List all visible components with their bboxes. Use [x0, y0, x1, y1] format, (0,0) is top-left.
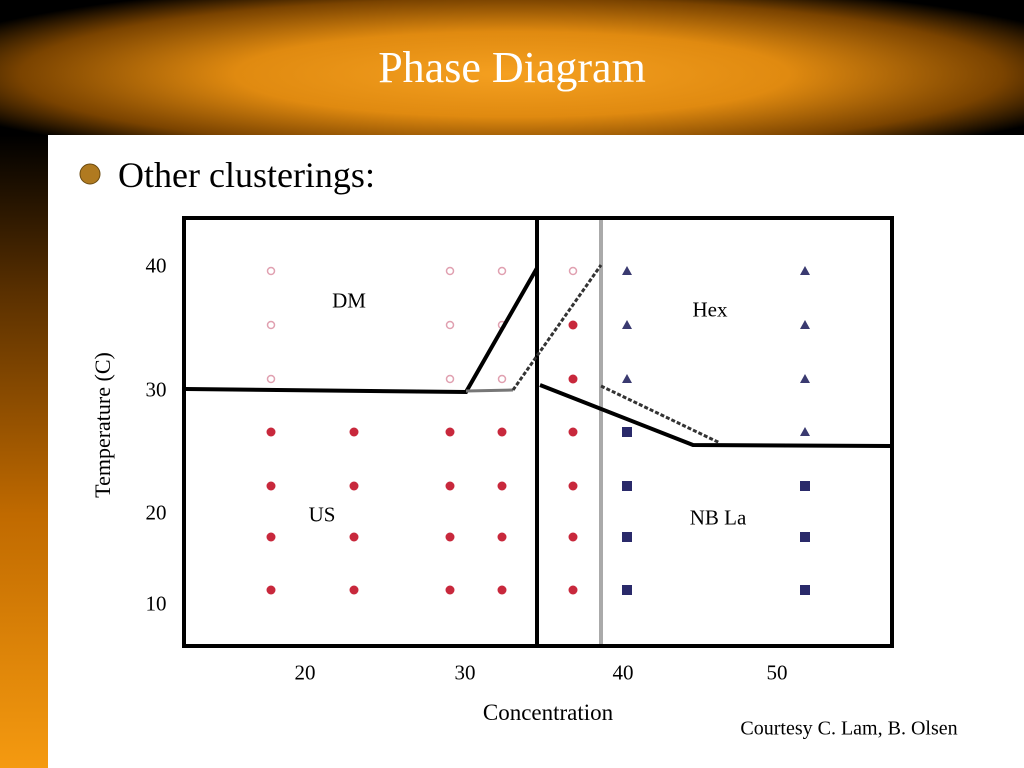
phase-lines [185, 218, 891, 646]
marker [497, 427, 507, 437]
slide-title: Phase Diagram [378, 43, 646, 92]
marker [445, 427, 455, 437]
region-label: US [308, 502, 336, 527]
credit: Courtesy C. Lam, B. Olsen [740, 717, 958, 740]
y-label: 20 [145, 500, 167, 525]
marker [497, 266, 507, 276]
marker [266, 532, 276, 542]
marker [622, 427, 632, 437]
marker [445, 374, 455, 384]
marker [622, 585, 632, 595]
bullet-icon [79, 163, 101, 185]
marker [266, 266, 276, 276]
region-label: DM [332, 288, 366, 313]
marker [445, 532, 455, 542]
region-label: Hex [692, 297, 728, 322]
marker [266, 427, 276, 437]
marker [800, 320, 810, 329]
marker [568, 481, 578, 491]
y-label: 10 [145, 591, 167, 616]
marker [622, 266, 632, 275]
x-label: 20 [294, 660, 316, 685]
marker [622, 320, 632, 329]
marker [497, 532, 507, 542]
y-label: 30 [145, 377, 167, 402]
marker [568, 532, 578, 542]
marker [800, 481, 810, 491]
x-label: 50 [766, 660, 788, 685]
marker [445, 481, 455, 491]
marker [266, 481, 276, 491]
marker [622, 481, 632, 491]
region-label: NB La [689, 505, 747, 530]
marker [568, 320, 578, 330]
title-banner [0, 0, 1024, 135]
marker [266, 374, 276, 384]
marker [622, 532, 632, 542]
phase-line [465, 388, 514, 393]
marker [497, 481, 507, 491]
marker [497, 585, 507, 595]
marker [568, 374, 578, 384]
marker [266, 320, 276, 330]
marker [800, 374, 810, 383]
marker [445, 585, 455, 595]
marker [568, 585, 578, 595]
phase-line [511, 264, 603, 391]
marker [349, 532, 359, 542]
x-label: 40 [612, 660, 634, 685]
marker [349, 481, 359, 491]
marker [266, 585, 276, 595]
marker [568, 266, 578, 276]
bullet-text: Other clusterings: [118, 155, 375, 195]
markers [266, 266, 810, 595]
marker [800, 532, 810, 542]
phase-line [539, 383, 891, 448]
marker [800, 427, 810, 436]
marker [349, 427, 359, 437]
marker [568, 427, 578, 437]
marker [445, 266, 455, 276]
y-label: 40 [145, 253, 167, 278]
x-label: 30 [454, 660, 476, 685]
x-title: Concentration [482, 700, 614, 725]
marker [800, 585, 810, 595]
marker [497, 374, 507, 384]
phase-line [600, 384, 721, 445]
marker [349, 585, 359, 595]
marker [800, 266, 810, 275]
marker [622, 374, 632, 383]
y-title: Temperature (C) [90, 352, 115, 498]
side-bar [0, 135, 48, 768]
marker [445, 320, 455, 330]
phase-line [185, 267, 539, 395]
